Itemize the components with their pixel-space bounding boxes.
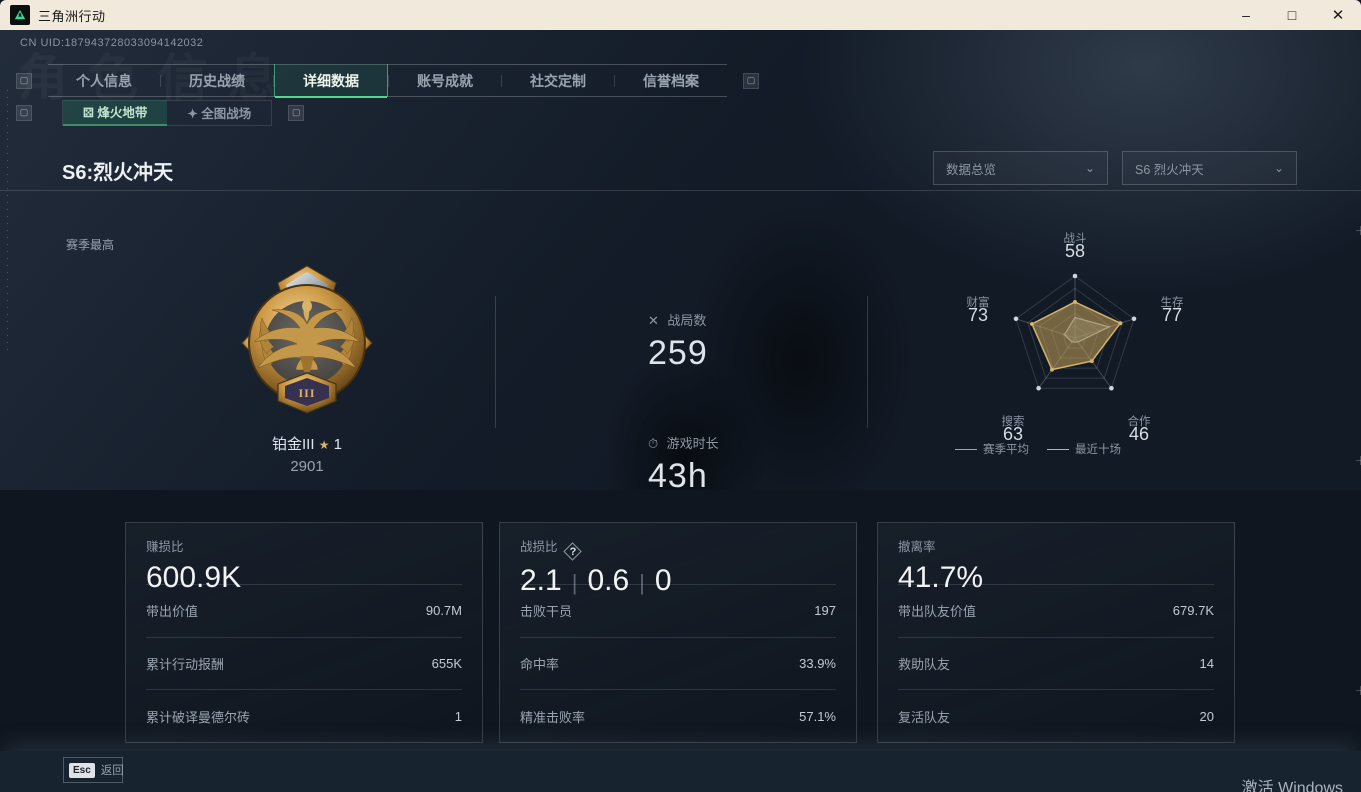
svg-text:77: 77 bbox=[1162, 305, 1182, 325]
svg-text:46: 46 bbox=[1129, 424, 1149, 444]
svg-text:73: 73 bbox=[968, 305, 988, 325]
svg-text:58: 58 bbox=[1065, 241, 1085, 261]
svg-text:III: III bbox=[298, 386, 315, 400]
